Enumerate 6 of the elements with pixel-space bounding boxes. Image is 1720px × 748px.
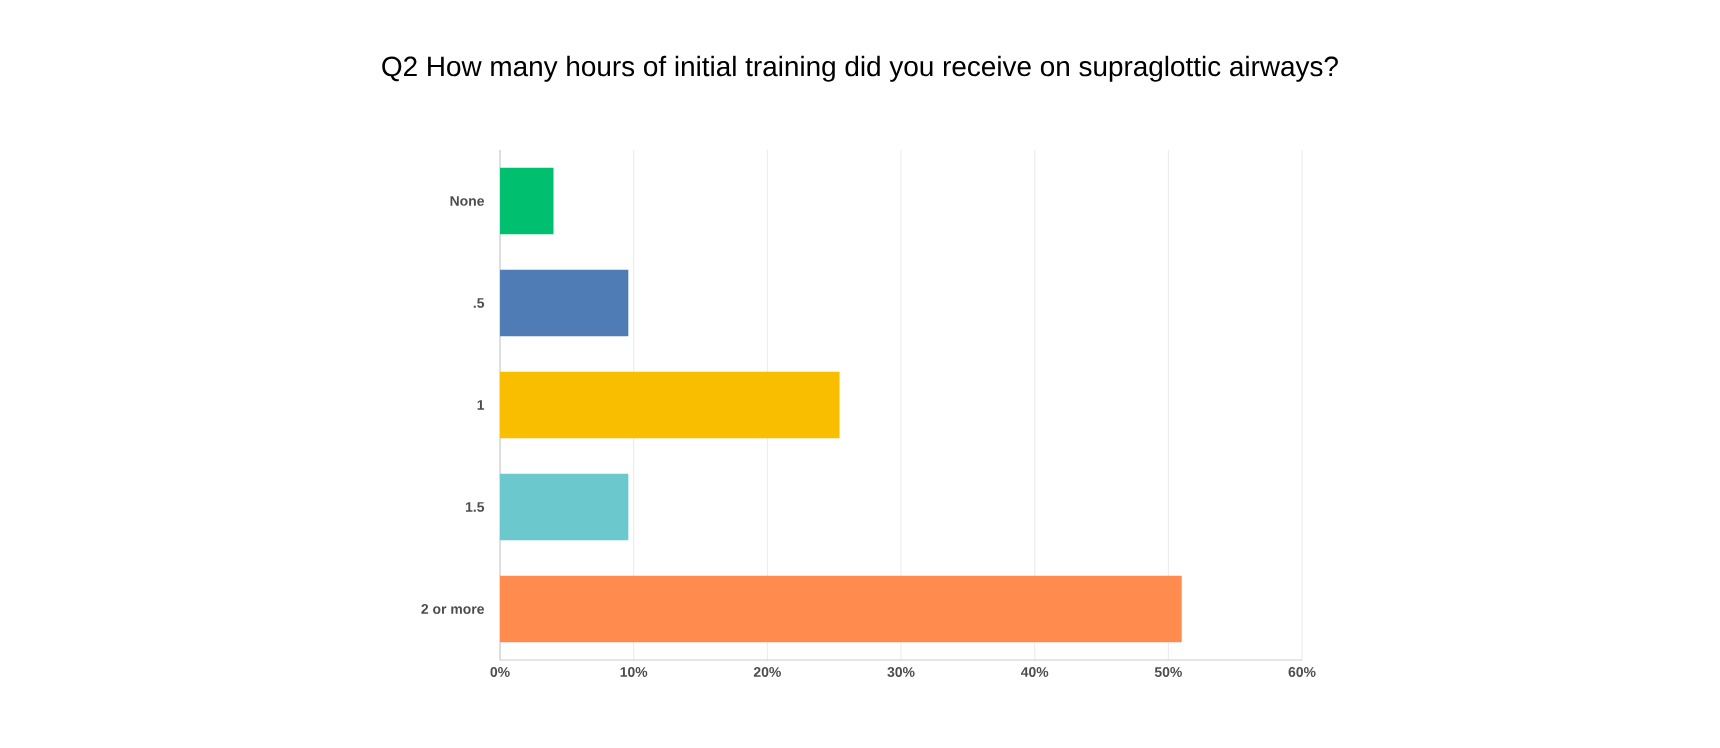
bar: [500, 575, 1182, 643]
bar: [500, 269, 629, 337]
bar: [500, 371, 840, 439]
bar: [500, 167, 554, 235]
bar: [500, 473, 629, 541]
chart-title: Q2 How many hours of initial training did you receive on supraglottic airways?: [382, 55, 1338, 82]
